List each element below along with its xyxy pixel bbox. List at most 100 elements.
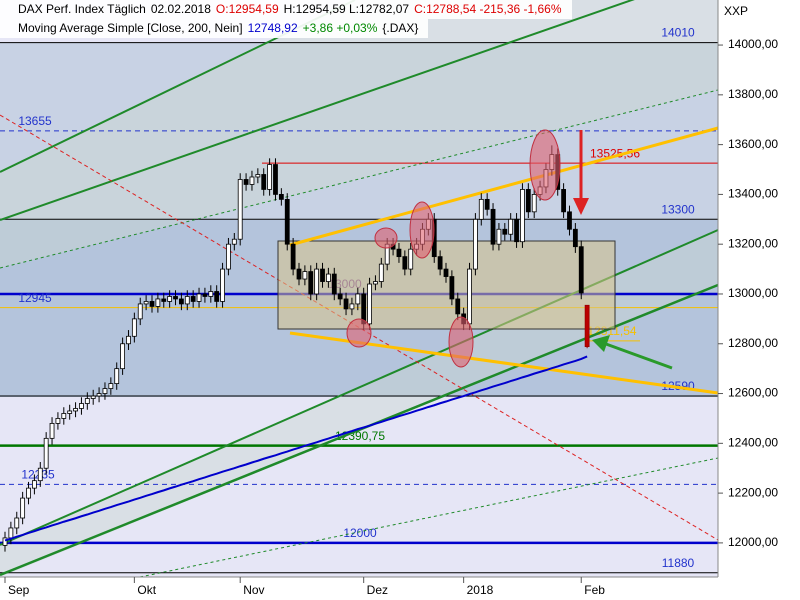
x-tick-label: Feb <box>584 583 605 597</box>
level-label: 12945 <box>18 291 52 305</box>
x-tick-label: Dez <box>367 583 388 597</box>
zone-upper <box>0 43 718 220</box>
candle-body <box>14 517 20 529</box>
candle-body <box>79 403 84 409</box>
candle-body <box>143 301 149 305</box>
candle-body <box>220 268 225 302</box>
candle-body <box>561 189 566 213</box>
high-low: H:12954,59 L:12782,07 <box>283 2 410 16</box>
y-tick-label: 13600,00 <box>728 137 778 151</box>
y-tick-label: 13400,00 <box>728 187 778 201</box>
candle-body <box>472 218 478 270</box>
moving-average <box>4 355 588 542</box>
candle-body <box>496 228 502 245</box>
candle-body <box>455 298 461 315</box>
arrow-head <box>592 335 610 352</box>
candle-body <box>173 296 178 300</box>
highlight-ellipse <box>374 227 398 249</box>
level-label: 12000 <box>343 526 377 540</box>
candle-body <box>49 423 55 439</box>
level-label: 11880 <box>662 556 695 570</box>
candle-body <box>126 335 131 345</box>
candle-body <box>514 218 519 243</box>
y-tick-label: 12000,00 <box>728 535 778 549</box>
y-tick-label: 13800,00 <box>728 87 778 101</box>
candle-body <box>149 301 155 307</box>
y-tick-label: 14000,00 <box>728 37 778 51</box>
candle-body <box>520 189 525 243</box>
open: O:12954,59 <box>215 2 279 16</box>
title: DAX Perf. Index Täglich <box>18 2 146 16</box>
candle-body <box>525 189 531 213</box>
candle-body <box>484 198 490 210</box>
candle-body <box>8 527 14 539</box>
indicator-value: 12748,92 <box>247 21 298 35</box>
candle-body <box>396 248 402 258</box>
level-label: 13300 <box>661 202 695 216</box>
header: DAX Perf. Index Täglich 02.02.2018 O:12954… <box>0 0 572 38</box>
trend-line <box>0 283 719 577</box>
candle-body <box>214 291 220 302</box>
candle-body <box>584 304 590 348</box>
candle-body <box>302 271 308 280</box>
candle-body <box>437 256 443 270</box>
candle-body <box>273 164 278 195</box>
candle-body <box>137 303 143 320</box>
candle-body <box>267 164 273 190</box>
candle-body <box>343 298 349 310</box>
x-tick-label: Okt <box>137 583 156 597</box>
indicator-change: +3,86 +0,03% <box>302 21 378 35</box>
y-tick-label: 12200,00 <box>728 485 778 499</box>
symbol: {.DAX} <box>382 21 419 35</box>
candle-body <box>325 273 331 282</box>
candle-body <box>355 293 361 305</box>
candle-body <box>108 383 114 389</box>
x-tick-label: Sep <box>8 583 30 597</box>
candle-body <box>490 208 496 245</box>
candle-body <box>349 303 355 310</box>
y-tick-label: 13000,00 <box>728 286 778 300</box>
candle-body <box>261 174 267 190</box>
header-line: Moving Average Simple [Close, 200, Nein]… <box>0 19 429 38</box>
candle-body <box>278 194 284 200</box>
candle-body <box>314 268 320 295</box>
candle-body <box>2 537 8 546</box>
candle-body <box>90 395 96 399</box>
candle-body <box>255 174 261 178</box>
candle-body <box>114 368 120 384</box>
candle-body <box>184 296 190 305</box>
highlight-ellipse <box>448 316 474 368</box>
candle-body <box>408 248 414 270</box>
arrow-head <box>573 198 589 215</box>
candle-body <box>449 276 455 300</box>
axis-area <box>0 577 800 600</box>
candle-body <box>502 228 508 235</box>
candle-body <box>373 281 378 285</box>
header-line: DAX Perf. Index Täglich 02.02.2018 O:12954… <box>0 0 572 19</box>
candle-body <box>567 211 572 230</box>
candle-body <box>20 497 26 519</box>
y-tick-label: 12400,00 <box>728 436 778 450</box>
level-label: 13525,56 <box>590 146 640 160</box>
level-label: 14010 <box>661 26 695 40</box>
candle-body <box>61 413 67 419</box>
indicator: Moving Average Simple [Close, 200, Nein] <box>18 21 243 35</box>
candle-body <box>26 487 31 499</box>
candle-body <box>337 293 343 300</box>
axis-area <box>718 0 800 600</box>
currency-label: XXP <box>724 4 748 18</box>
candle-body <box>284 198 290 245</box>
candle-body <box>308 271 314 295</box>
candle-body <box>226 243 231 270</box>
candle-body <box>296 268 302 280</box>
candle-body <box>320 268 325 282</box>
y-tick-label: 13200,00 <box>728 236 778 250</box>
candle-body <box>96 393 102 397</box>
candle-body <box>55 418 61 424</box>
candle-body <box>402 256 408 270</box>
candle-body <box>249 176 255 185</box>
candle-body <box>378 263 384 282</box>
candle-body <box>243 179 249 185</box>
